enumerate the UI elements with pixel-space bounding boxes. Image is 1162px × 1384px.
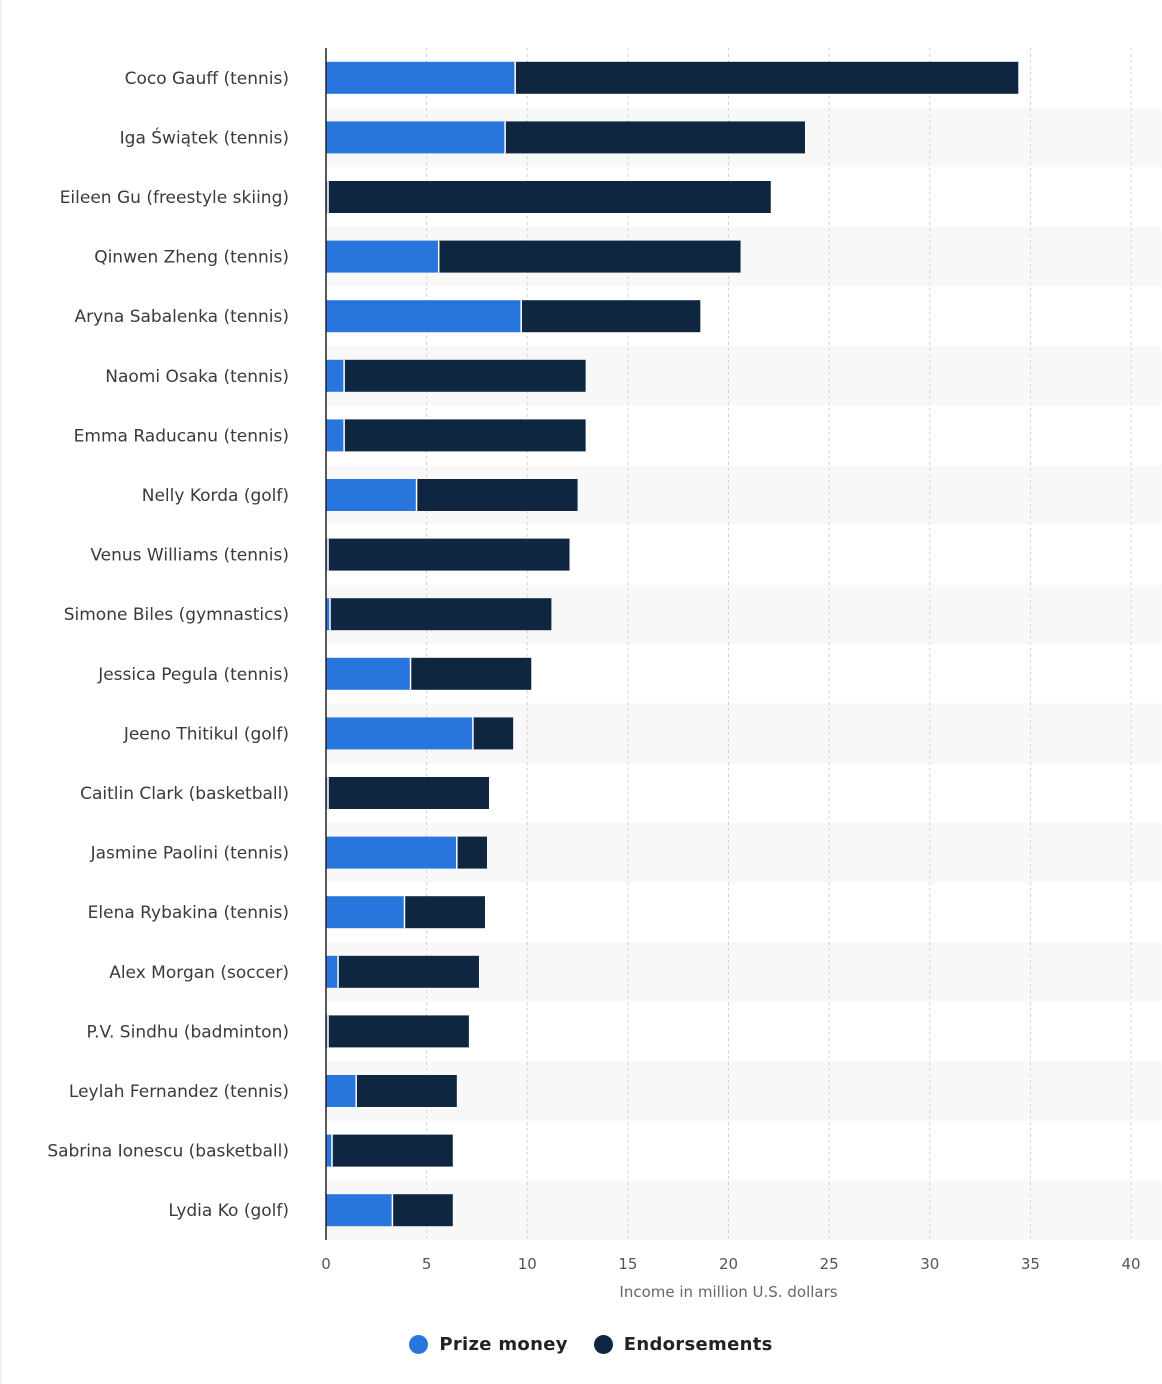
bar-endorsements (410, 657, 532, 690)
category-label: Alex Morgan (soccer) (109, 963, 289, 983)
bar-prize-money (326, 717, 473, 750)
category-label: Iga Świątek (tennis) (120, 126, 289, 148)
bar-prize-money (326, 955, 339, 988)
bar-prize-money (326, 777, 329, 809)
bar-prize-money (326, 300, 522, 333)
bar-endorsements (356, 1075, 457, 1107)
bar-endorsements (438, 240, 741, 273)
category-label: P.V. Sindhu (badminton) (87, 1022, 289, 1042)
legend-label-prize-money: Prize money (439, 1334, 568, 1355)
bar-endorsements (328, 181, 771, 213)
row-band (326, 1180, 1161, 1240)
bar-prize-money (326, 657, 411, 690)
bar-endorsements (472, 717, 514, 750)
frame-left-edge (0, 0, 2, 1384)
bar-chart: 0 5 10 15 20 25 30 35 40 Coco Gauff (tennis) Iga Ś… (47, 48, 1161, 1301)
legend-dot-endorsements (593, 1335, 613, 1354)
bar-endorsements (332, 1134, 453, 1167)
bar-prize-money (326, 598, 331, 631)
category-label: Jessica Pegula (tennis) (97, 665, 289, 685)
x-tick-label: 40 (1121, 1255, 1140, 1273)
bar-prize-money (326, 181, 329, 213)
x-tick-label: 25 (820, 1255, 839, 1273)
category-label: Qinwen Zheng (tennis) (94, 248, 289, 268)
bar-endorsements (404, 896, 485, 929)
bar-endorsements (344, 359, 586, 392)
bar-prize-money (326, 1134, 333, 1167)
x-tick-label: 15 (618, 1255, 637, 1273)
category-label: Jasmine Paolini (tennis) (90, 844, 289, 864)
bar-endorsements (328, 777, 490, 809)
bar-endorsements (344, 419, 586, 452)
bar-prize-money (326, 359, 345, 392)
legend-item-endorsements[interactable]: Endorsements (593, 1334, 773, 1355)
bar-prize-money (326, 1015, 329, 1048)
x-tick-label: 10 (518, 1255, 537, 1273)
category-label: Naomi Osaka (tennis) (105, 367, 289, 387)
bar-endorsements (515, 61, 1019, 94)
bar-endorsements (330, 598, 552, 631)
bar-prize-money (326, 836, 457, 869)
legend-dot-prize-money (409, 1335, 429, 1354)
category-label: Coco Gauff (tennis) (125, 69, 289, 89)
category-label: Nelly Korda (golf) (142, 486, 289, 506)
bar-endorsements (328, 538, 570, 571)
category-label: Venus Williams (tennis) (90, 546, 289, 566)
bar-prize-money (326, 1194, 393, 1227)
legend-label-endorsements: Endorsements (623, 1334, 773, 1355)
x-tick-label: 20 (719, 1255, 738, 1273)
category-label: Caitlin Clark (basketball) (80, 784, 289, 804)
category-label: Elena Rybakina (tennis) (88, 903, 289, 923)
category-label: Aryna Sabalenka (tennis) (74, 307, 289, 327)
category-label: Leylah Fernandez (tennis) (69, 1082, 289, 1102)
legend-item-prize-money[interactable]: Prize money (409, 1334, 567, 1355)
bar-prize-money (326, 479, 417, 511)
bar-endorsements (392, 1194, 453, 1227)
bar-endorsements (521, 300, 701, 333)
bar-prize-money (326, 538, 329, 571)
bar-prize-money (326, 240, 439, 273)
chart-legend: Prize money Endorsements (0, 1334, 1162, 1355)
category-label: Jeeno Thitikul (golf) (123, 724, 289, 744)
bar-prize-money (326, 121, 506, 154)
x-tick-label: 30 (920, 1255, 939, 1273)
category-label: Sabrina Ionescu (basketball) (47, 1142, 289, 1162)
x-axis-title: Income in million U.S. dollars (619, 1283, 837, 1301)
bar-prize-money (326, 1075, 357, 1107)
bar-prize-money (326, 61, 516, 94)
bar-endorsements (416, 479, 578, 511)
category-label: Eileen Gu (freestyle skiing) (60, 188, 289, 208)
bar-endorsements (505, 121, 805, 154)
category-label: Simone Biles (gymnastics) (64, 605, 289, 625)
category-label: Emma Raducanu (tennis) (74, 426, 289, 446)
row-band (326, 1061, 1161, 1121)
x-tick-label: 35 (1021, 1255, 1040, 1273)
x-tick-label: 0 (321, 1255, 331, 1273)
bar-endorsements (456, 836, 487, 869)
category-label: Lydia Ko (golf) (168, 1201, 289, 1221)
bar-endorsements (338, 955, 479, 988)
bar-endorsements (328, 1015, 469, 1048)
x-tick-label: 5 (422, 1255, 432, 1273)
bar-prize-money (326, 419, 345, 452)
bar-prize-money (326, 896, 405, 929)
